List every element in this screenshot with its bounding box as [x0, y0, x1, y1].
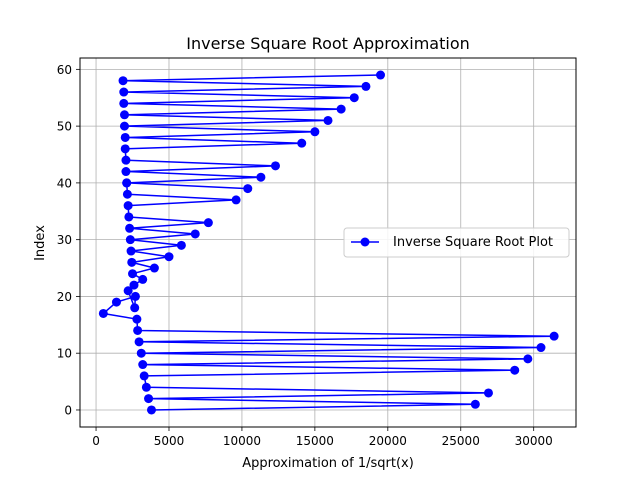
data-point	[144, 394, 154, 404]
data-point	[98, 308, 108, 318]
data-point	[523, 354, 533, 364]
data-point	[111, 297, 121, 307]
data-point	[310, 127, 320, 137]
legend-label: Inverse Square Root Plot	[393, 235, 553, 250]
data-point	[120, 132, 130, 142]
data-point	[119, 87, 129, 97]
y-tick-label: 60	[57, 63, 72, 77]
data-point	[122, 178, 132, 188]
data-point	[119, 98, 129, 108]
ticks-layer: 0 5000 10000 15000 20000 25000 30000 0 10 20 30 40 5…	[57, 63, 553, 448]
y-tick-label: 0	[64, 403, 72, 417]
data-point	[118, 76, 128, 86]
data-point	[256, 172, 266, 182]
data-point	[128, 269, 138, 279]
data-point	[139, 371, 149, 381]
data-point	[470, 399, 480, 409]
data-point	[138, 360, 148, 370]
x-tick-label: 30000	[515, 434, 553, 448]
data-point	[119, 121, 129, 131]
x-tick-label: 5000	[154, 434, 185, 448]
legend-box	[343, 227, 570, 258]
data-point	[125, 223, 135, 233]
y-tick-label: 10	[57, 347, 72, 361]
y-axis-label: Index	[33, 225, 48, 261]
data-point	[130, 303, 140, 313]
data-point	[121, 167, 131, 177]
data-point	[123, 201, 133, 211]
data-point	[122, 189, 132, 199]
data-point	[243, 184, 253, 194]
data-point	[149, 263, 159, 273]
data-point	[231, 195, 241, 205]
x-axis-label: Approximation of 1/sqrt(x)	[242, 456, 414, 471]
data-point	[134, 337, 144, 347]
x-tick-label: 20000	[369, 434, 407, 448]
x-tick-label: 15000	[296, 434, 334, 448]
data-point	[164, 252, 174, 262]
legend-marker-swatch	[360, 237, 370, 247]
data-point	[125, 235, 135, 245]
y-tick-label: 40	[57, 176, 72, 190]
data-point	[483, 388, 493, 398]
data-point	[136, 348, 146, 358]
data-point	[510, 365, 520, 375]
data-point	[349, 93, 359, 103]
x-tick-label: 10000	[223, 434, 261, 448]
data-point	[376, 70, 386, 80]
data-point	[129, 280, 139, 290]
data-point	[536, 343, 546, 353]
data-point	[203, 218, 213, 228]
y-tick-label: 30	[57, 233, 72, 247]
data-point	[336, 104, 346, 114]
x-tick-label: 0	[92, 434, 100, 448]
data-point	[124, 212, 134, 222]
data-point	[297, 138, 307, 148]
legend: Inverse Square Root Plot	[343, 227, 570, 258]
y-tick-label: 50	[57, 120, 72, 134]
x-tick-label: 25000	[442, 434, 480, 448]
data-point	[323, 115, 333, 125]
data-point	[132, 314, 142, 324]
plot-layer	[98, 70, 559, 415]
data-point	[176, 240, 186, 250]
data-point	[138, 274, 148, 284]
chart-title: Inverse Square Root Approximation	[186, 34, 470, 53]
data-point	[146, 405, 156, 415]
data-point	[549, 331, 559, 341]
data-point	[361, 81, 371, 91]
data-point	[121, 155, 131, 165]
data-point	[120, 144, 130, 154]
plot-frame	[79, 57, 577, 428]
data-point	[190, 229, 200, 239]
data-point	[126, 246, 136, 256]
data-point	[123, 286, 133, 296]
data-point	[127, 257, 137, 267]
data-point	[141, 382, 151, 392]
data-point	[270, 161, 280, 171]
data-point	[119, 110, 129, 120]
y-tick-label: 20	[57, 290, 72, 304]
data-point	[130, 291, 140, 301]
data-point	[133, 325, 143, 335]
